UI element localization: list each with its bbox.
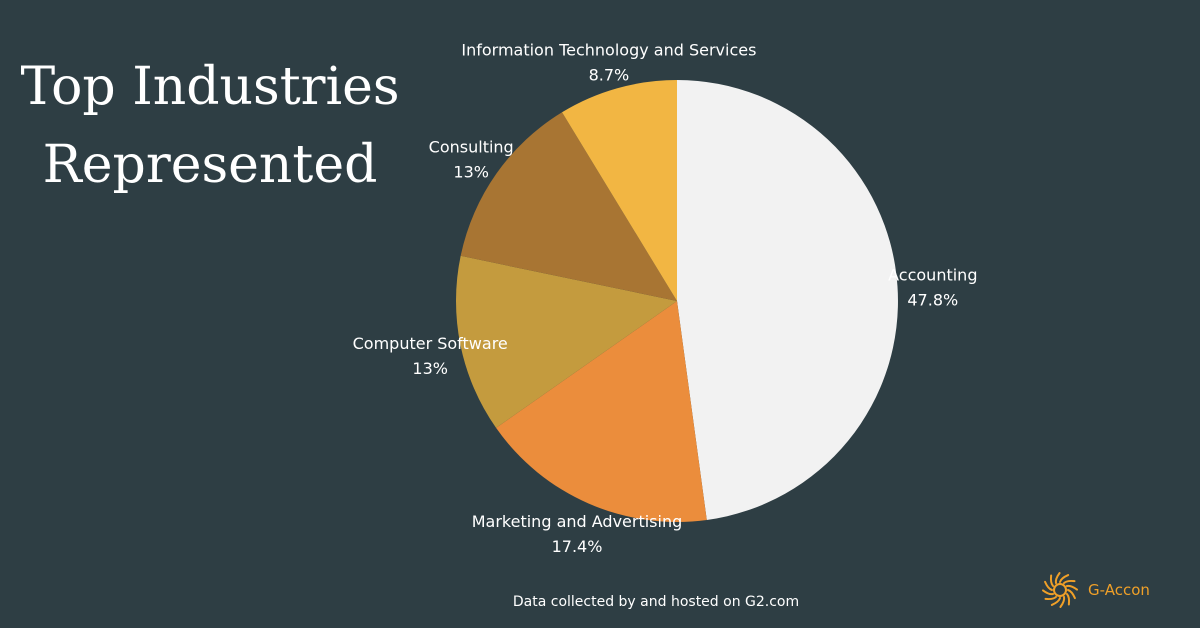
slice-value-information-technology-and-services: 8.7% [589,65,630,84]
brand-logo: G-Accon [1040,570,1150,610]
slice-label-computer-software: Computer Software [353,334,508,353]
slice-value-computer-software: 13% [412,359,448,378]
slice-value-accounting: 47.8% [907,291,958,310]
title-line-2: Represented [42,135,378,195]
slice-value-consulting: 13% [453,163,489,182]
pie-slice-accounting [677,80,898,520]
slice-label-information-technology-and-services: Information Technology and Services [461,40,756,59]
pie-slice-information-technology-and-services [562,80,677,301]
title-line-1: Top Industries [20,57,400,117]
logo-text: G-Accon [1088,581,1150,599]
pie-slice-marketing-and-advertising [496,301,707,522]
slice-value-marketing-and-advertising: 17.4% [552,537,603,556]
footer-note: Data collected by and hosted on G2.com [512,594,800,610]
slice-label-consulting: Consulting [429,138,514,157]
pie-slice-computer-software [455,255,677,428]
page-title: Top Industries Represented [0,48,420,204]
pie-slice-consulting [460,112,677,302]
slice-label-marketing-and-advertising: Marketing and Advertising [472,512,683,531]
sunburst-logo-icon [1042,572,1078,608]
slice-label-accounting: Accounting [888,266,977,285]
